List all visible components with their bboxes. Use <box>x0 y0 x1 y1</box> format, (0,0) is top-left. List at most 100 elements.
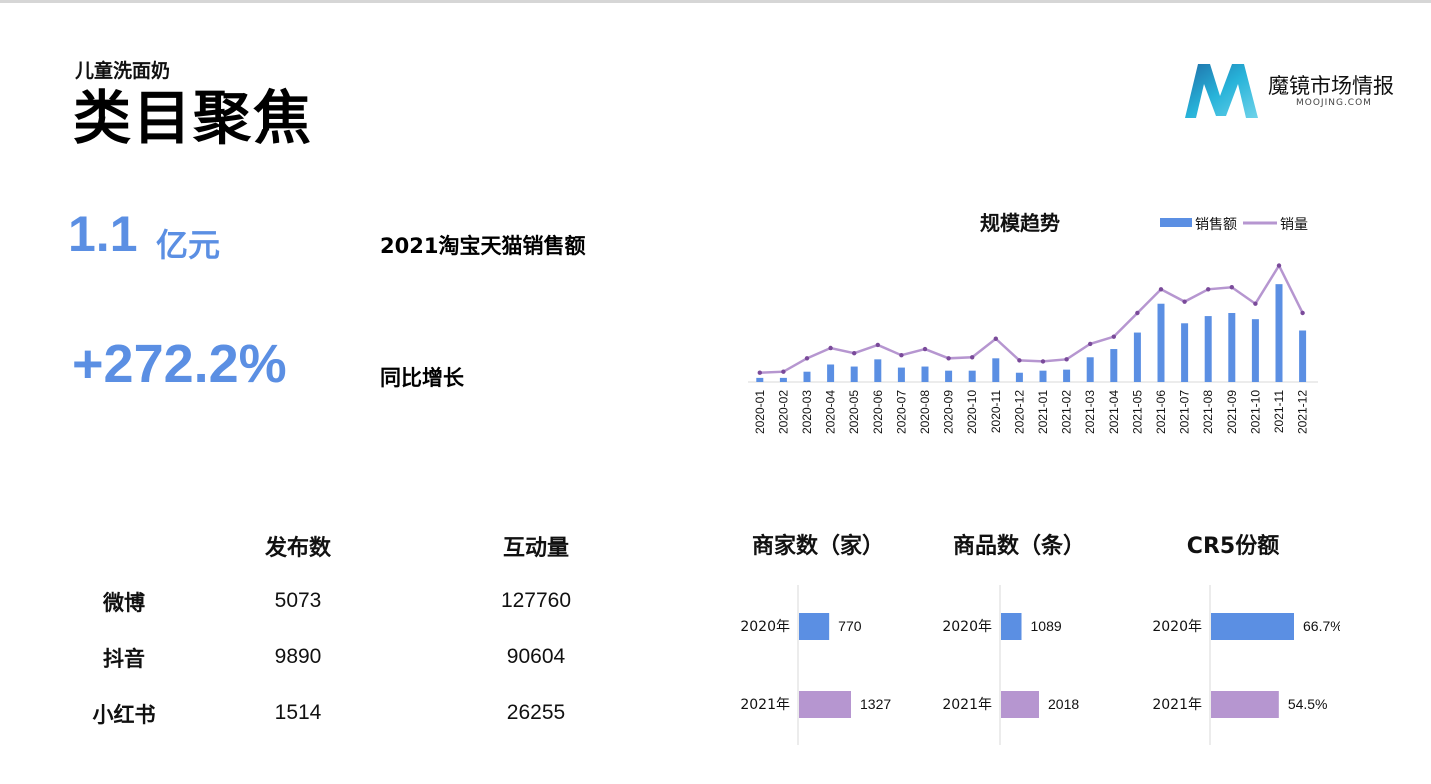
x-tick-2021-05: 2021-05 <box>1130 390 1144 434</box>
value-label-2020年: 1089 <box>1031 618 1062 634</box>
bar-2020-11 <box>992 358 1000 382</box>
volume-line <box>759 263 1304 374</box>
bar-2021-06 <box>1157 303 1165 382</box>
legend-label-volume: 销量 <box>1280 217 1308 233</box>
x-tick-2020-11: 2020-11 <box>989 390 1003 433</box>
x-tick-2021-08: 2021-08 <box>1201 390 1215 434</box>
row-platform-xiaohongshu: 小红书 <box>92 703 156 727</box>
cr5-chart: 2020年 66.7% 2021年 54.5% <box>1152 585 1340 745</box>
volume-point-2020-12 <box>1017 358 1022 363</box>
category-label-2021年: 2021年 <box>740 697 790 713</box>
x-tick-2020-03: 2020-03 <box>800 390 814 434</box>
volume-point-2021-04 <box>1111 334 1116 339</box>
x-tick-2021-11: 2021-11 <box>1272 390 1286 433</box>
logo-text-en: MOOJING.COM <box>1296 98 1372 108</box>
bar-2020-04 <box>827 364 835 382</box>
row-engagement-weibo: 127760 <box>500 589 572 612</box>
volume-point-2021-09 <box>1229 285 1234 290</box>
x-tick-2020-10: 2020-10 <box>965 390 979 434</box>
trend-chart-title: 规模趋势 <box>980 211 1060 235</box>
bar-2021-10 <box>1251 319 1259 382</box>
bar-2021年 <box>1001 691 1039 718</box>
products-chart: 2020年 1089 2021年 2018 <box>942 585 1079 745</box>
row-posts-douyin: 9890 <box>274 645 322 668</box>
x-tick-2020-04: 2020-04 <box>824 390 838 434</box>
bar-2020年 <box>1001 613 1022 640</box>
bar-2021-02 <box>1063 369 1071 382</box>
row-platform-weibo: 微博 <box>103 591 145 615</box>
volume-point-2020-09 <box>946 356 951 361</box>
x-tick-2021-06: 2021-06 <box>1154 390 1168 434</box>
x-tick-2020-05: 2020-05 <box>847 390 861 434</box>
volume-point-2020-02 <box>781 369 786 374</box>
bar-2020-01 <box>756 377 764 382</box>
category-label-2020年: 2020年 <box>1152 619 1202 635</box>
volume-point-2021-06 <box>1158 287 1164 292</box>
volume-point-2020-06 <box>875 342 880 348</box>
volume-point-2021-03 <box>1088 341 1093 347</box>
volume-point-2020-08 <box>922 346 928 352</box>
x-tick-2020-09: 2020-09 <box>942 390 956 434</box>
volume-point-2021-11 <box>1276 263 1282 268</box>
volume-point-2020-10 <box>970 355 975 360</box>
bar-2020-08 <box>921 366 929 382</box>
x-tick-2021-10: 2021-10 <box>1248 390 1262 434</box>
top-divider <box>0 0 1431 3</box>
row-platform-douyin: 抖音 <box>103 647 145 671</box>
category-label-2021年: 2021年 <box>942 697 992 713</box>
page-subtitle: 儿童洗面奶 <box>75 60 171 82</box>
growth-value: +272.2% <box>72 334 287 394</box>
bar-2020年 <box>799 613 830 640</box>
merchants-chart-title: 商家数（家） <box>751 534 884 559</box>
x-tick-2020-06: 2020-06 <box>871 390 885 434</box>
products-chart-title: 商品数（条） <box>952 534 1085 559</box>
category-label-2020年: 2020年 <box>942 619 992 635</box>
x-tick-2020-01: 2020-01 <box>753 390 767 434</box>
row-posts-weibo: 5073 <box>274 589 322 612</box>
page-title: 类目聚焦 <box>73 84 314 152</box>
volume-point-2021-08 <box>1206 287 1211 292</box>
x-tick-2020-07: 2020-07 <box>894 390 908 434</box>
bar-2020-07 <box>897 367 905 382</box>
bar-2020-10 <box>968 370 976 382</box>
row-engagement-xiaohongshu: 26255 <box>506 701 566 724</box>
volume-point-2020-01 <box>757 370 762 375</box>
bar-2021-08 <box>1204 316 1212 382</box>
row-engagement-douyin: 90604 <box>506 645 566 668</box>
x-tick-2021-04: 2021-04 <box>1107 390 1121 434</box>
x-tick-2021-02: 2021-02 <box>1060 390 1074 434</box>
bar-2020-06 <box>874 359 882 382</box>
bar-2020-05 <box>850 366 858 382</box>
volume-point-2020-07 <box>899 353 904 358</box>
x-tick-2020-12: 2020-12 <box>1012 390 1026 434</box>
bar-2020-09 <box>945 370 953 382</box>
bar-2021-07 <box>1181 323 1189 382</box>
x-tick-2021-03: 2021-03 <box>1083 390 1097 434</box>
sales-label: 2021淘宝天猫销售额 <box>380 234 586 258</box>
value-label-2020年: 66.7% <box>1303 618 1340 634</box>
bar-2021-04 <box>1110 349 1118 382</box>
bar-2020年 <box>1211 613 1294 640</box>
moojing-logo <box>1185 64 1258 118</box>
value-label-2021年: 54.5% <box>1288 696 1328 712</box>
bar-2021-01 <box>1039 370 1047 382</box>
value-label-2020年: 770 <box>838 618 862 634</box>
value-label-2021年: 1327 <box>860 696 891 712</box>
volume-point-2021-12 <box>1300 310 1305 316</box>
sales-unit: 亿元 <box>156 226 221 264</box>
volume-point-2020-05 <box>852 350 857 356</box>
legend-swatch-sales <box>1160 218 1192 227</box>
x-tick-2021-09: 2021-09 <box>1225 390 1239 434</box>
volume-point-2021-01 <box>1040 359 1046 364</box>
bar-2020-03 <box>803 371 811 382</box>
bar-2021-03 <box>1086 357 1094 382</box>
x-tick-2021-07: 2021-07 <box>1178 390 1192 434</box>
value-label-2021年: 2018 <box>1048 696 1079 712</box>
volume-point-2021-07 <box>1182 299 1187 304</box>
table-header-posts: 发布数 <box>264 536 331 561</box>
bar-2021-11 <box>1275 284 1283 382</box>
table-header-engagement: 互动量 <box>502 536 569 561</box>
growth-label: 同比增长 <box>380 366 464 390</box>
volume-point-2020-04 <box>828 345 833 351</box>
row-posts-xiaohongshu: 1514 <box>274 701 322 724</box>
